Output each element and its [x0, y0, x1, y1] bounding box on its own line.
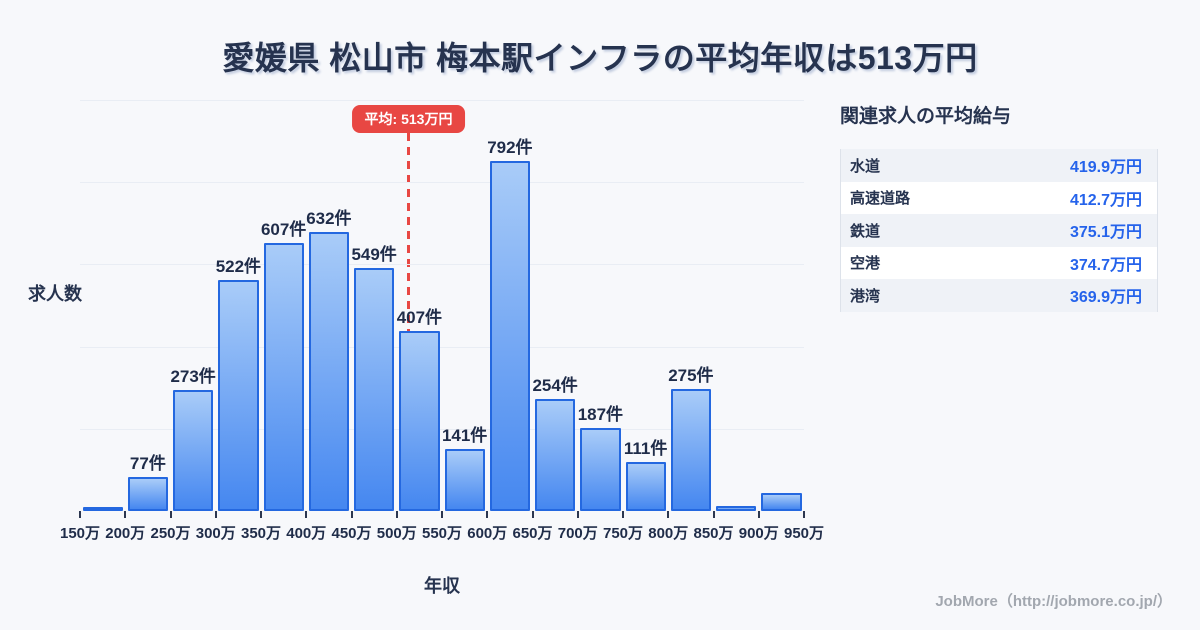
bar-count-label: 522件 [215, 257, 262, 277]
salary-row: 水道 419.9万円 [841, 149, 1157, 182]
histogram-bar [716, 505, 757, 511]
bar-count-label: 77件 [129, 453, 166, 473]
salary-row-label: 高速道路 [850, 190, 911, 208]
x-axis-tick [622, 511, 624, 518]
x-axis-tick [124, 511, 127, 518]
salary-row: 鉄道 375.1万円 [841, 214, 1157, 247]
salary-row: 港湾 369.9万円 [841, 279, 1157, 312]
bar-count-label: 111件 [623, 438, 668, 458]
gridline [80, 182, 804, 184]
x-axis-label: 年収 [424, 576, 460, 596]
x-axis-tick [757, 511, 760, 518]
average-line [407, 133, 410, 511]
x-tick-label: 800万 [648, 525, 689, 542]
salary-row-value: 374.7万円 [1069, 256, 1142, 274]
histogram-plot: 平均: 513万円 77件 273件 522件 607件 632件 549件 407件 141… [60, 100, 824, 542]
x-axis-tick [712, 511, 715, 518]
salary-row-value: 369.9万円 [1069, 289, 1142, 307]
bar-count-label: 792件 [487, 138, 533, 157]
x-axis-tick [350, 511, 353, 518]
bar-count-label: 632件 [306, 208, 352, 228]
x-axis-tick [441, 511, 443, 518]
x-axis-tick [305, 511, 308, 518]
x-axis-tick [576, 511, 579, 518]
salary-row-label: 水道 [850, 157, 881, 175]
x-axis-tick [79, 511, 81, 518]
page-title: 愛媛県 松山市 梅本駅インフラの平均年収は513万円 [222, 40, 978, 76]
bar-count-label: 407件 [396, 308, 443, 328]
histogram-bar [761, 493, 802, 511]
histogram-bar [127, 476, 168, 511]
x-tick-label: 900万 [738, 525, 779, 542]
bar-count-label: 549件 [351, 245, 397, 265]
gridline [80, 264, 804, 266]
x-tick-label: 550万 [421, 525, 463, 542]
salary-row-label: 港湾 [850, 287, 881, 305]
x-axis-tick [531, 511, 534, 518]
histogram-bar [82, 507, 123, 511]
x-axis-tick [667, 511, 670, 518]
x-tick-label: 700万 [557, 525, 598, 542]
related-salary-panel: 関連求人の平均給与 水道 419.9万円高速道路 412.7万円鉄道 375.1万円空… [840, 101, 1158, 312]
x-tick-label: 300万 [195, 525, 236, 542]
footer-credit: JobMore（http://jobmore.co.jp/） [935, 593, 1172, 610]
bar-count-label: 275件 [668, 366, 714, 386]
histogram-bar [580, 428, 621, 511]
x-tick-label: 200万 [105, 525, 146, 542]
histogram-bar [263, 242, 304, 511]
bar-count-label: 187件 [577, 405, 624, 425]
salary-row-value: 375.1万円 [1069, 224, 1142, 242]
histogram-bar [625, 461, 666, 511]
bar-count-label: 273件 [170, 367, 216, 387]
histogram-bar [354, 268, 395, 511]
salary-row: 高速道路 412.7万円 [841, 181, 1157, 214]
salary-row-value: 412.7万円 [1069, 191, 1142, 209]
histogram-bar [670, 389, 711, 511]
histogram-bar [489, 161, 530, 511]
histogram-bar [308, 231, 349, 511]
salary-row-value: 419.9万円 [1069, 159, 1142, 177]
salary-table: 水道 419.9万円高速道路 412.7万円鉄道 375.1万円空港 374.7万円港湾… [840, 149, 1158, 312]
histogram-bar [173, 390, 214, 511]
x-tick-label: 250万 [150, 525, 191, 542]
x-axis-tick [169, 511, 172, 518]
x-tick-label: 500万 [376, 525, 417, 542]
bar-count-label: 607件 [260, 219, 307, 239]
gridline [80, 100, 804, 101]
x-tick-label: 650万 [512, 525, 553, 542]
x-tick-label: 750万 [602, 525, 644, 542]
salary-row-label: 空港 [850, 255, 881, 273]
x-axis-tick [260, 511, 262, 518]
x-tick-label: 350万 [240, 525, 282, 542]
salary-row: 空港 374.7万円 [841, 246, 1157, 279]
x-tick-label: 950万 [783, 525, 825, 542]
x-tick-label: 600万 [467, 525, 508, 542]
y-axis-label: 求人数 [28, 284, 82, 304]
salary-row-label: 鉄道 [850, 222, 881, 240]
gridline [80, 346, 804, 348]
gridline [80, 428, 804, 430]
x-tick-label: 850万 [693, 525, 734, 542]
x-tick-label: 400万 [286, 525, 327, 542]
histogram-bar [535, 398, 576, 511]
x-axis-tick [395, 511, 398, 518]
sidebar-heading: 関連求人の平均給与 [840, 106, 1012, 127]
x-tick-label: 150万 [59, 525, 101, 542]
histogram-bar [444, 448, 485, 511]
average-badge: 平均: 513万円 [351, 105, 466, 133]
histogram-bar [218, 280, 259, 511]
x-axis-tick [486, 511, 489, 518]
histogram-bar [399, 331, 440, 511]
x-tick-label: 450万 [331, 525, 372, 542]
bar-count-label: 254件 [532, 375, 578, 395]
bar-count-label: 141件 [441, 425, 488, 445]
x-axis-tick [803, 511, 805, 518]
x-axis-tick [214, 511, 217, 518]
